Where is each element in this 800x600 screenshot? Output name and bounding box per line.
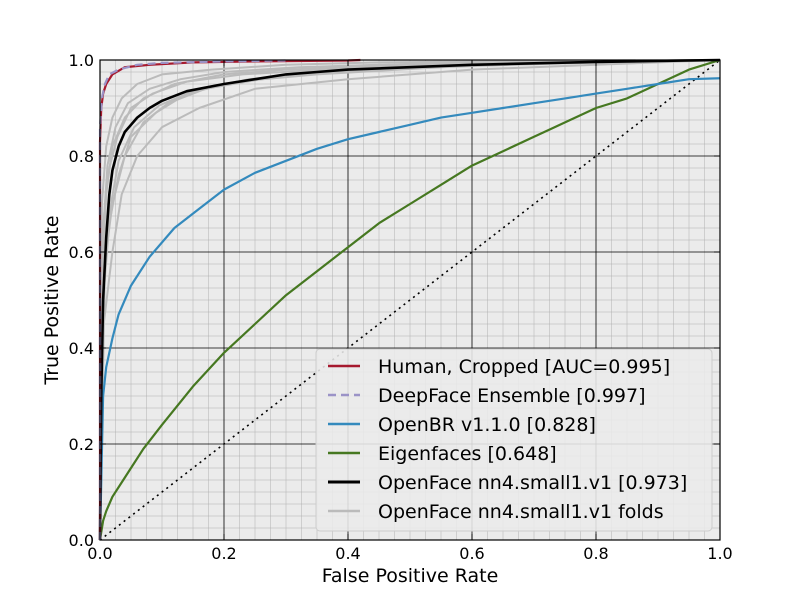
legend-box <box>315 348 713 532</box>
series-line-openbr-v1-1-0-0-828 <box>98 77 721 541</box>
fold-roc-line <box>99 59 721 541</box>
y-tick-label: 0.8 <box>69 147 94 166</box>
series-line-deepface-ensemble-0-997 <box>98 59 287 540</box>
legend-label: OpenFace nn4.small1.v1 folds <box>378 501 664 523</box>
series-line-openface-nn4-small1-v1-0-973 <box>98 58 721 541</box>
legend: Human, Cropped [AUC=0.995] DeepFace Ensem… <box>315 348 713 532</box>
legend-label: Eigenfaces [0.648] <box>378 443 557 465</box>
y-tick-label: 0.4 <box>69 339 94 358</box>
x-tick-label: 0.6 <box>459 544 484 563</box>
series-line-eigenfaces-0-648 <box>98 58 721 541</box>
legend-label: OpenBR v1.1.0 [0.828] <box>378 414 596 436</box>
x-tick-label: 0.4 <box>335 544 360 563</box>
legend-label: Human, Cropped [AUC=0.995] <box>378 356 670 378</box>
legend-label: DeepFace Ensemble [0.997] <box>378 385 646 407</box>
x-axis-label: False Positive Rate <box>322 565 499 587</box>
y-axis-label: True Positive Rate <box>41 215 63 385</box>
y-tick-label: 0.0 <box>69 531 94 550</box>
axes-layer: 0.0 0.2 0.4 0.6 0.8 1.0 0.0 0.2 0.4 0.6 0.8 1.0 <box>69 51 733 563</box>
x-tick-label: 0.2 <box>211 544 236 563</box>
y-tick-label: 1.0 <box>69 51 94 70</box>
y-tick-label: 0.6 <box>69 243 94 262</box>
x-tick-label: 0.8 <box>583 544 608 563</box>
legend-label: OpenFace nn4.small1.v1 [0.973] <box>378 472 687 494</box>
x-tick-label: 1.0 <box>707 544 732 563</box>
x-tick-label: 0.0 <box>87 544 112 563</box>
plot-frame <box>99 59 721 541</box>
y-tick-label: 0.2 <box>69 435 94 454</box>
